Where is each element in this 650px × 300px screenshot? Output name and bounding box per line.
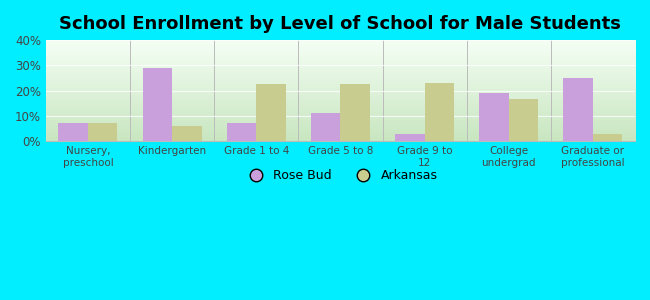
Bar <box>311 113 341 141</box>
Bar <box>341 84 370 141</box>
Legend: Rose Bud, Arkansas: Rose Bud, Arkansas <box>239 164 443 188</box>
Bar <box>172 126 202 141</box>
Bar <box>256 84 286 141</box>
Bar <box>88 124 118 141</box>
Bar <box>564 78 593 141</box>
Bar <box>424 83 454 141</box>
Bar <box>593 134 623 141</box>
Bar <box>142 68 172 141</box>
Title: School Enrollment by Level of School for Male Students: School Enrollment by Level of School for… <box>60 15 621 33</box>
Bar <box>479 93 509 141</box>
Bar <box>509 100 538 141</box>
Bar <box>395 134 424 141</box>
Bar <box>227 124 256 141</box>
Bar <box>58 124 88 141</box>
